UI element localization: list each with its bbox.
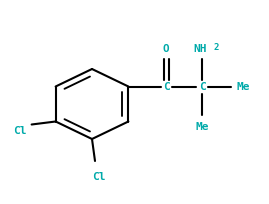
Text: NH: NH: [194, 44, 207, 54]
Text: C: C: [163, 82, 170, 92]
Text: Cl: Cl: [92, 171, 106, 181]
Text: Cl: Cl: [13, 125, 26, 135]
Text: Me: Me: [237, 82, 250, 92]
Text: Me: Me: [196, 121, 209, 131]
Text: 2: 2: [214, 43, 219, 52]
Text: C: C: [199, 82, 206, 92]
Text: O: O: [163, 43, 170, 53]
